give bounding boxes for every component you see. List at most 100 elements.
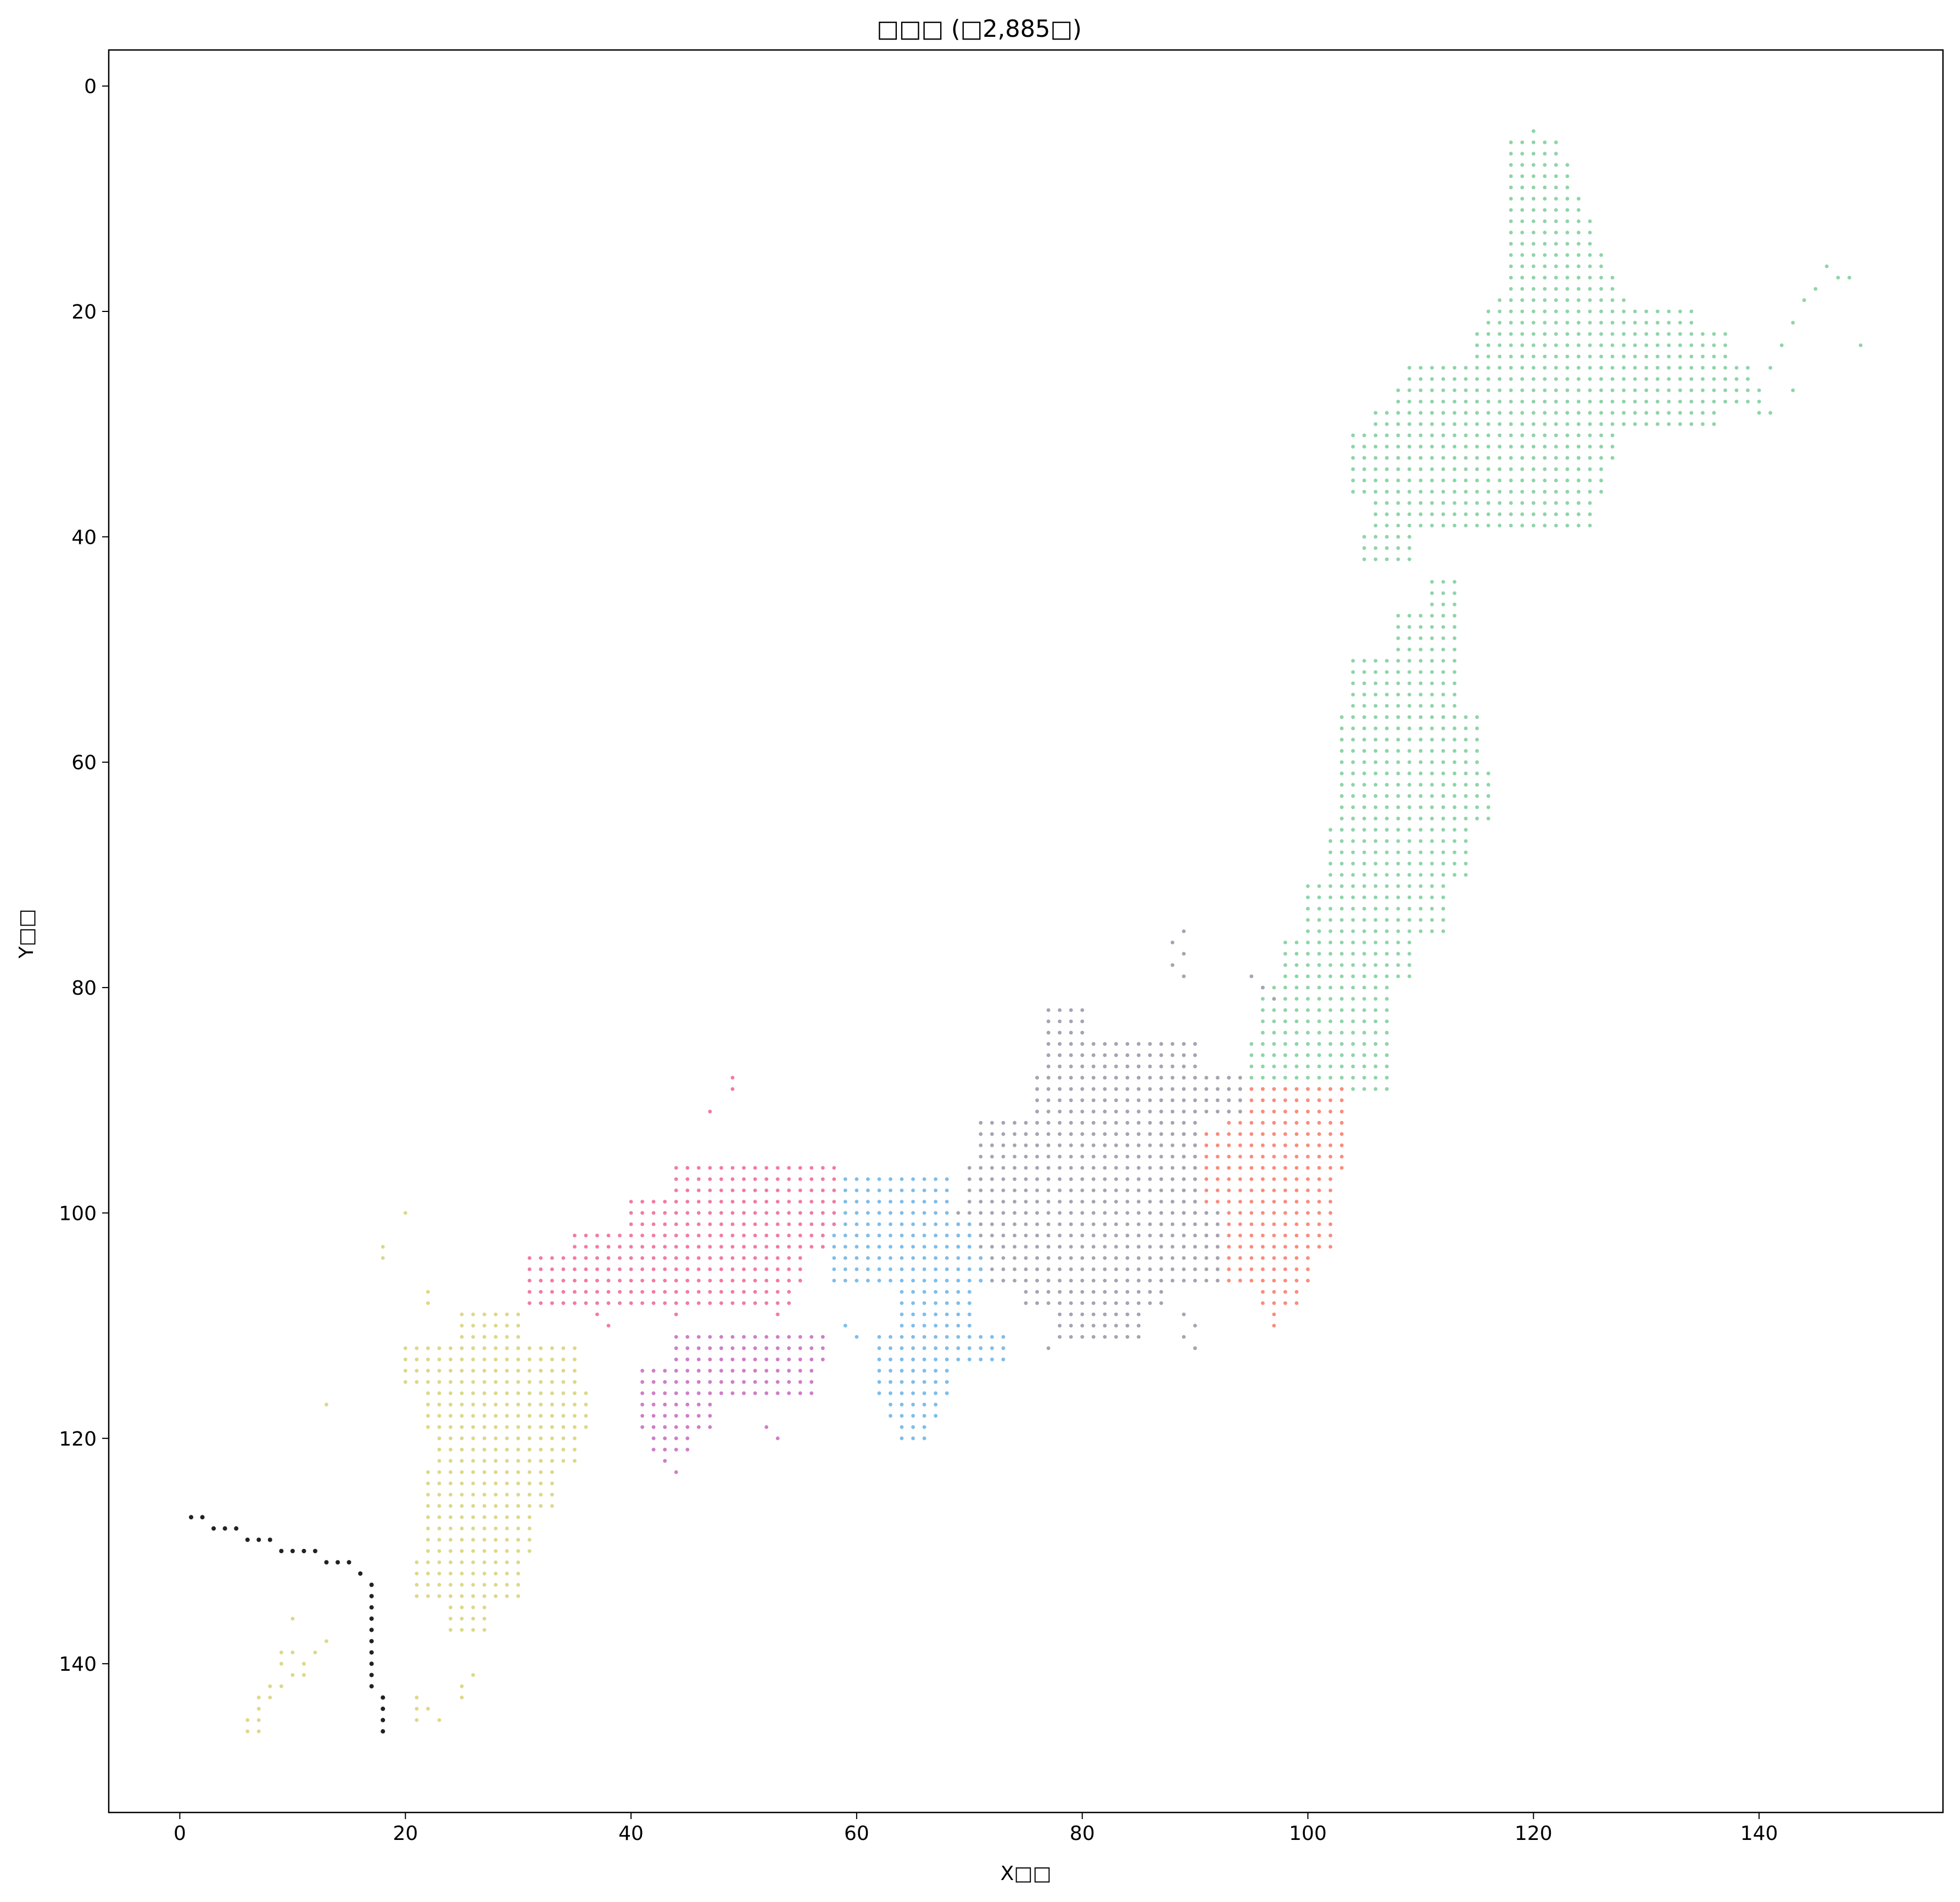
data-point [1464,749,1468,753]
data-point [1408,794,1411,798]
data-point [1013,1279,1017,1283]
data-point [618,1301,622,1306]
data-point [1532,298,1535,302]
data-point [482,1414,487,1418]
data-point [696,1380,701,1384]
data-point [1227,1222,1231,1226]
data-point [561,1447,566,1452]
data-point [1453,388,1457,392]
data-point [1351,670,1355,674]
data-point [922,1357,926,1362]
data-point [1384,783,1389,787]
data-point [482,1583,487,1587]
data-point [1294,1200,1299,1204]
data-point [753,1369,757,1373]
data-point [956,1234,961,1237]
data-point [1351,659,1355,663]
data-point [1453,760,1457,765]
data-point [1543,298,1547,302]
data-point [1091,1301,1096,1306]
data-point [1408,456,1411,460]
data-point [1610,456,1615,460]
data-point [1419,794,1423,798]
data-point [1622,422,1626,426]
data-point [1306,1109,1310,1114]
data-point [1215,1132,1220,1136]
data-point [1599,253,1604,257]
data-point [1182,1200,1186,1204]
data-point [1035,1200,1039,1204]
data-point [764,1267,768,1271]
data-point [1712,354,1716,359]
data-point [1396,523,1400,528]
data-point [1024,1132,1028,1136]
data-point [1328,929,1333,933]
data-point [1170,1053,1175,1057]
data-point [1137,1098,1141,1102]
data-point [1351,1087,1355,1091]
data-point [685,1200,690,1204]
data-point [516,1346,520,1351]
data-point [1238,1098,1242,1102]
data-point [1170,1267,1175,1271]
data-point [1091,1177,1096,1181]
data-point [1836,276,1840,280]
data-point [1170,1042,1175,1046]
data-point [1746,366,1750,370]
data-point [449,1526,453,1531]
data-point [730,1335,735,1339]
data-point [1362,940,1366,945]
data-point [719,1346,723,1351]
data-point [1193,1042,1197,1046]
data-point [1453,681,1457,685]
data-point [1306,895,1310,900]
data-point [1328,1234,1333,1237]
data-point [1261,1098,1265,1102]
data-point [1453,603,1457,606]
data-point [967,1312,971,1317]
data-point [1453,625,1457,629]
data-point [730,1189,735,1192]
data-point [1204,1279,1209,1283]
data-point [1543,444,1547,449]
data-point [900,1414,904,1418]
data-point [482,1605,487,1610]
data-point [1464,839,1468,843]
data-point [1238,1087,1242,1091]
data-point [1509,489,1513,494]
data-point [1588,242,1592,246]
data-point [1103,1120,1107,1125]
data-point [460,1425,464,1429]
data-point [1362,862,1366,866]
data-point [1464,873,1468,877]
data-point [415,1718,419,1722]
data-point [640,1222,644,1226]
data-point [1058,1211,1062,1215]
data-point [674,1200,678,1204]
data-point [685,1234,690,1237]
data-point [1384,489,1389,494]
data-point [934,1324,938,1328]
data-point [550,1346,554,1351]
data-point [1453,422,1457,426]
data-point [1317,1234,1321,1237]
data-point [1667,321,1671,325]
data-point [1058,1019,1062,1023]
data-point [1475,726,1479,730]
data-point [1430,907,1434,911]
data-point [651,1222,656,1226]
data-point [1430,422,1434,426]
data-point [979,1267,983,1271]
data-point [527,1391,532,1396]
data-point [1441,422,1445,426]
data-point [1532,512,1535,516]
data-point [1384,1053,1389,1057]
data-point [1498,411,1502,415]
data-point [1294,1143,1299,1147]
data-point [877,1391,881,1396]
data-point [1091,1053,1096,1057]
data-point [482,1312,487,1317]
data-point [663,1459,667,1463]
data-point [820,1346,825,1351]
data-point [1215,1234,1220,1237]
